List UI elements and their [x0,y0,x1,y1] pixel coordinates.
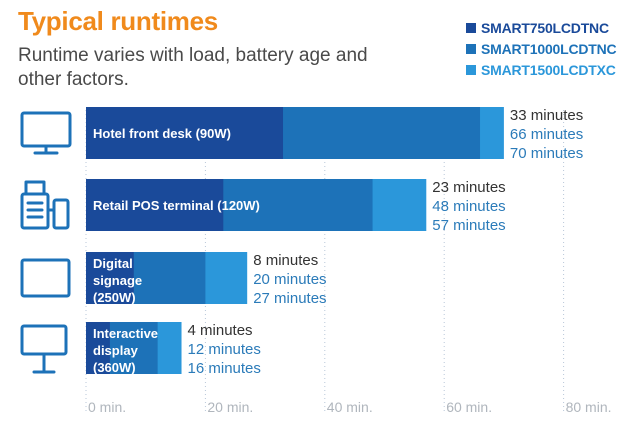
x-tick-label: 60 min. [446,399,492,415]
x-tick-label: 80 min. [566,399,612,415]
legend-item: SMART1000LCDTNC [466,38,617,59]
category-label: Hotel front desk (90W) [93,126,231,141]
bar [86,252,134,304]
value-label: 48 minutes [432,198,505,215]
category-label: Interactive display (360W) [93,326,158,375]
value-label: 23 minutes [432,179,505,196]
x-tick-label: 0 min. [88,399,126,415]
category-icons [20,111,72,374]
x-tick-label: 40 min. [327,399,373,415]
pos-terminal-icon [20,180,70,230]
value-label: 12 minutes [188,341,261,358]
chart-subtitle: Runtime varies with load, battery age an… [18,45,368,90]
legend-label: SMART1500LCDTXC [481,61,616,78]
value-label: 57 minutes [432,217,505,234]
value-label: 16 minutes [188,360,261,377]
legend: SMART750LCDTNC SMART1000LCDTNC SMART1500… [466,17,617,80]
value-label: 20 minutes [253,271,326,288]
category-label: Retail POS terminal (120W) [93,198,260,213]
signage-icon [20,258,71,298]
legend-swatch [466,22,476,33]
chart-title: Typical runtimes [18,6,218,36]
category-label: Digital signage (250W) [93,256,142,305]
bar [86,322,110,374]
value-labels: 33 minutes 66 minutes 70 minutes 23 minutes… [188,107,584,377]
value-label: 70 minutes [510,145,583,162]
legend-swatch [466,43,476,54]
legend-item: SMART1500LCDTXC [466,59,616,80]
monitor-icon [20,111,72,155]
legend-label: SMART750LCDTNC [481,19,609,36]
bar [86,107,284,159]
x-tick-label: 20 min. [207,399,253,415]
value-label: 4 minutes [188,322,253,339]
bar [86,179,224,231]
category-labels: Hotel front desk (90W) Retail POS termina… [93,126,260,375]
bars [86,107,504,374]
x-axis-ticks: 0 min. 20 min. 40 min. 60 min. 80 min. [88,399,612,415]
legend-item: SMART750LCDTNC [466,17,616,38]
legend-label: SMART1000LCDTNC [481,40,617,57]
value-label: 66 minutes [510,126,583,143]
value-label: 33 minutes [510,107,583,124]
value-label: 27 minutes [253,290,326,307]
legend-swatch [466,64,476,75]
kiosk-icon [20,324,68,374]
value-label: 8 minutes [253,252,318,269]
